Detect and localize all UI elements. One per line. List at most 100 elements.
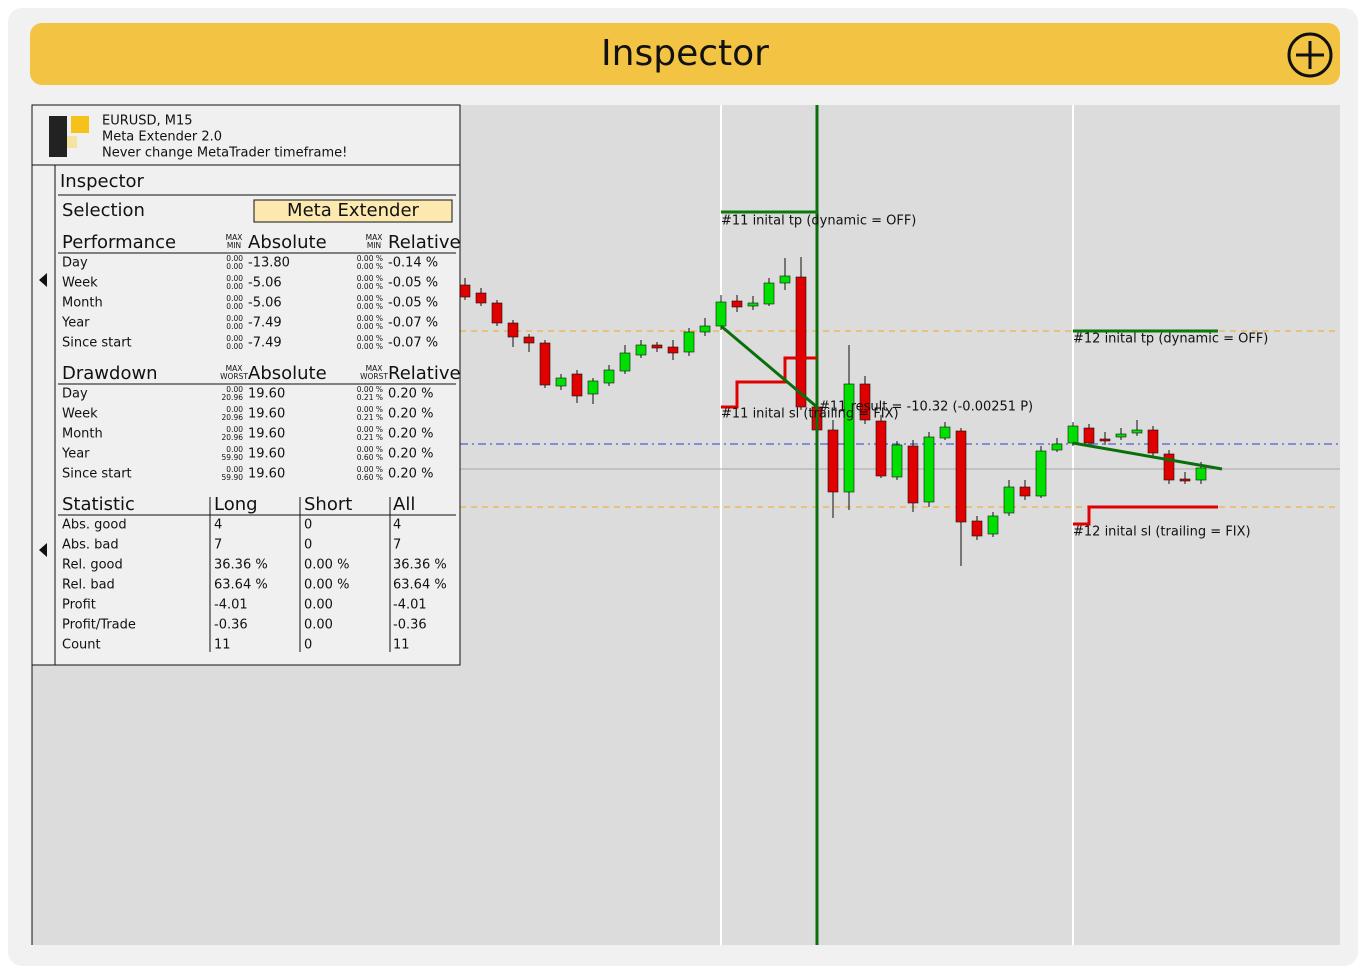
range-value: 0.60 % [357,473,383,482]
candle [523,336,535,344]
candle [475,292,487,304]
range-value: 20.96 [222,433,244,442]
value: 19.60 [248,427,285,442]
column-header: Absolute [248,232,327,253]
candle [651,344,663,349]
add-button[interactable] [1287,32,1333,78]
row-label: Year [61,447,90,462]
value: -5.06 [248,296,282,311]
value: 63.64 % [214,578,268,593]
row-label: Count [62,638,101,653]
chart-line [720,324,818,409]
range-value: 0.00 % [357,274,383,283]
value: 7 [393,538,401,553]
range-value: 0.00 [226,254,243,263]
value: 7 [214,538,222,553]
row-label: Abs. bad [62,538,119,553]
value: -0.05 % [388,296,438,311]
candle [779,275,791,284]
value: -0.36 [393,618,427,633]
info-text: Meta Extender 2.0 [102,130,222,145]
value: 0.00 [304,618,333,633]
column-header: Relative [388,363,461,384]
candle [1067,425,1079,444]
candle [747,302,759,307]
value: 36.36 % [214,558,268,573]
value: -5.06 [248,276,282,291]
value: 0 [304,518,312,533]
range-value: 0.00 % [357,405,383,414]
selection-button[interactable] [253,199,453,223]
chart: #11 inital tp (dynamic = OFF) #11 inital … [459,105,1340,945]
range-value: 0.00 [226,274,243,283]
value: 4 [214,518,222,533]
range-value: 0.00 % [357,262,383,271]
range-value: 0.00 % [357,342,383,351]
column-header: Short [304,494,352,515]
candle [683,331,695,353]
candle [459,284,471,298]
value: 0 [304,638,312,653]
candle [859,383,871,421]
range-value: 59.90 [222,453,244,462]
row-label: Week [62,276,98,291]
range-value: 0.00 [226,334,243,343]
candle [555,377,567,387]
row-label: Since start [62,336,132,351]
candle [907,445,919,504]
value: -0.05 % [388,276,438,291]
row-label: Profit [62,598,96,613]
range-value: 0.00 % [357,385,383,394]
range-label: WORST [360,372,388,381]
range-label: WORST [220,372,248,381]
value: 0.20 % [388,427,433,442]
candle [667,346,679,354]
collapse-arrow[interactable] [39,273,47,287]
range-value: 0.00 [226,465,243,474]
range-value: 0.00 % [357,254,383,263]
header-title: Inspector [601,33,769,74]
value: 19.60 [248,467,285,482]
value: 63.64 % [393,578,447,593]
candle [955,430,967,523]
range-value: 0.00 % [357,302,383,311]
range-value: 0.00 [226,322,243,331]
sl-line [1073,505,1218,526]
column-header: Long [214,494,258,515]
value: 19.60 [248,407,285,422]
range-label: MIN [367,241,381,250]
row-label: Rel. bad [62,578,115,593]
row-label: Week [62,407,98,422]
value: 0.20 % [388,467,433,482]
range-value: 20.96 [222,393,244,402]
value: -4.01 [393,598,427,613]
candle [699,325,711,333]
candle [571,373,583,397]
row-label: Month [62,427,103,442]
row-label: Day [62,256,88,271]
value: -0.14 % [388,256,438,271]
range-value: 0.00 [226,405,243,414]
value: 19.60 [248,387,285,402]
range-value: 0.00 [226,282,243,291]
candle [491,302,503,324]
value: 0.20 % [388,407,433,422]
range-value: 0.00 % [357,334,383,343]
range-value: 0.21 % [357,433,383,442]
candle [587,380,599,395]
candle [635,344,647,356]
collapse-arrow[interactable] [39,543,47,557]
candle [1035,450,1047,497]
candle [731,300,743,308]
candle [923,436,935,503]
candle [827,429,839,493]
value: -0.07 % [388,316,438,331]
selection-button-label: Meta Extender [287,200,419,221]
column-header: Statistic [62,494,135,515]
candle [987,515,999,535]
range-value: 0.00 % [357,425,383,434]
range-value: 0.00 [226,294,243,303]
candle [1099,438,1111,442]
